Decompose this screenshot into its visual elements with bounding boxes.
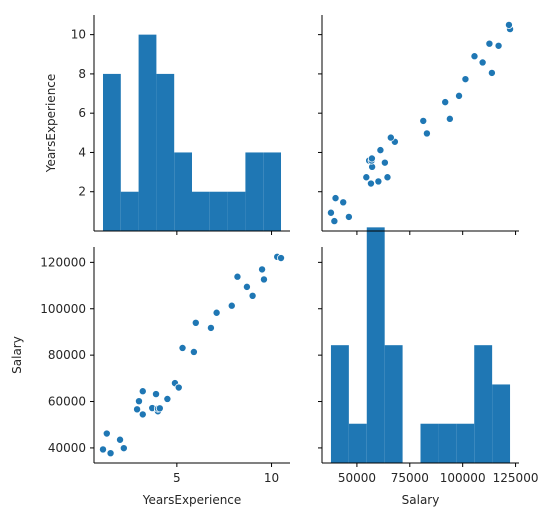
scatter-point-salary-vs-years	[419, 116, 428, 125]
x-tick-label-years-experience: 10	[264, 471, 279, 485]
scatter-point-salary-vs-years	[494, 41, 503, 50]
scatter-point-salary-vs-years	[380, 158, 389, 167]
scatter-point-salary-vs-years	[445, 114, 454, 123]
scatter-point-years-vs-salary	[102, 429, 111, 438]
y-tick-label-years-experience: 4	[78, 145, 86, 159]
scatter-point-years-vs-salary	[206, 323, 215, 332]
histogram-bar-years-experience	[209, 191, 228, 231]
histogram-bar-years-experience	[192, 191, 210, 231]
scatter-point-years-vs-salary	[116, 435, 125, 444]
y-tick-label-salary: 100000	[40, 302, 86, 316]
histogram-bar-years-experience	[102, 73, 121, 231]
scatter-point-years-vs-salary	[242, 282, 251, 291]
scatter-point-years-vs-salary	[155, 404, 164, 413]
y-tick-label-salary: 40000	[48, 441, 86, 455]
scatter-point-salary-vs-years	[441, 98, 450, 107]
scatter-point-salary-vs-years	[422, 129, 431, 138]
histogram-bar-salary	[438, 423, 457, 463]
histogram-bar-years-experience	[156, 73, 175, 231]
scatter-point-salary-vs-years	[504, 20, 513, 29]
x-tick-label-salary: 50000	[338, 471, 376, 485]
scatter-point-years-vs-salary	[174, 383, 183, 392]
scatter-point-years-vs-salary	[189, 347, 198, 356]
histogram-bar-years-experience	[138, 34, 157, 231]
histogram-bar-salary	[366, 227, 385, 463]
scatter-point-years-vs-salary	[259, 275, 268, 284]
y-tick-label-years-experience: 6	[78, 106, 86, 120]
scatter-point-salary-vs-years	[362, 173, 371, 182]
scatter-point-years-vs-salary	[277, 254, 286, 263]
scatter-point-salary-vs-years	[366, 179, 375, 188]
x-tick-label-salary: 75000	[391, 471, 429, 485]
scatter-point-salary-vs-years	[326, 208, 335, 217]
scatter-point-salary-vs-years	[330, 217, 339, 226]
scatter-point-years-vs-salary	[133, 405, 142, 414]
scatter-point-salary-vs-years	[383, 173, 392, 182]
x-tick-label-salary: 100000	[440, 471, 486, 485]
histogram-bar-salary	[330, 345, 349, 463]
scatter-point-years-vs-salary	[191, 318, 200, 327]
x-tick-label-salary: 125000	[493, 471, 539, 485]
scatter-point-years-vs-salary	[248, 291, 257, 300]
y-tick-label-salary: 120000	[40, 255, 86, 269]
scatter-point-years-vs-salary	[106, 449, 115, 458]
scatter-point-years-vs-salary	[138, 387, 147, 396]
scatter-point-years-vs-salary	[178, 343, 187, 352]
scatter-point-salary-vs-years	[478, 58, 487, 67]
histogram-bar-salary	[348, 423, 367, 463]
scatter-point-years-vs-salary	[134, 397, 143, 406]
y-tick-label-salary: 80000	[48, 348, 86, 362]
x-axis-label-salary: Salary	[402, 493, 440, 507]
histogram-bar-years-experience	[174, 152, 192, 231]
scatter-point-salary-vs-years	[455, 91, 464, 100]
histogram-bar-salary	[420, 423, 439, 463]
scatter-point-years-vs-salary	[233, 272, 242, 281]
scatter-point-salary-vs-years	[344, 212, 353, 221]
scatter-point-salary-vs-years	[374, 177, 383, 186]
scatter-point-years-vs-salary	[163, 394, 172, 403]
scatter-point-years-vs-salary	[152, 390, 161, 399]
y-axis-label-salary: Salary	[10, 336, 24, 374]
histogram-bar-years-experience	[120, 191, 139, 231]
histogram-bar-salary	[456, 423, 475, 463]
scatter-point-salary-vs-years	[367, 154, 376, 163]
histogram-bar-salary	[492, 384, 511, 463]
scatter-point-salary-vs-years	[461, 75, 470, 84]
scatter-point-salary-vs-years	[376, 146, 385, 155]
y-tick-label-salary: 60000	[48, 395, 86, 409]
scatter-point-salary-vs-years	[339, 198, 348, 207]
scatter-point-salary-vs-years	[487, 68, 496, 77]
scatter-point-salary-vs-years	[386, 133, 395, 142]
scatter-point-salary-vs-years	[485, 39, 494, 48]
histogram-bar-salary	[474, 345, 493, 463]
x-tick-label-years-experience: 5	[173, 471, 181, 485]
histogram-bar-years-experience	[245, 152, 264, 231]
histogram-bar-years-experience	[227, 191, 246, 231]
scatter-point-years-vs-salary	[258, 265, 267, 274]
y-tick-label-years-experience: 8	[78, 67, 86, 81]
scatter-point-years-vs-salary	[138, 410, 147, 419]
scatter-point-salary-vs-years	[470, 52, 479, 61]
y-tick-label-years-experience: 10	[71, 28, 86, 42]
scatter-point-years-vs-salary	[227, 301, 236, 310]
scatter-point-years-vs-salary	[212, 308, 221, 317]
scatter-point-salary-vs-years	[331, 194, 340, 203]
y-axis-label-years-experience: YearsExperience	[44, 74, 58, 174]
x-axis-label-years-experience: YearsExperience	[142, 493, 242, 507]
scatter-point-years-vs-salary	[119, 444, 128, 453]
scatter-point-years-vs-salary	[98, 445, 107, 454]
histogram-bar-years-experience	[263, 152, 282, 231]
y-tick-label-years-experience: 2	[78, 185, 86, 199]
histogram-bar-salary	[384, 345, 403, 463]
